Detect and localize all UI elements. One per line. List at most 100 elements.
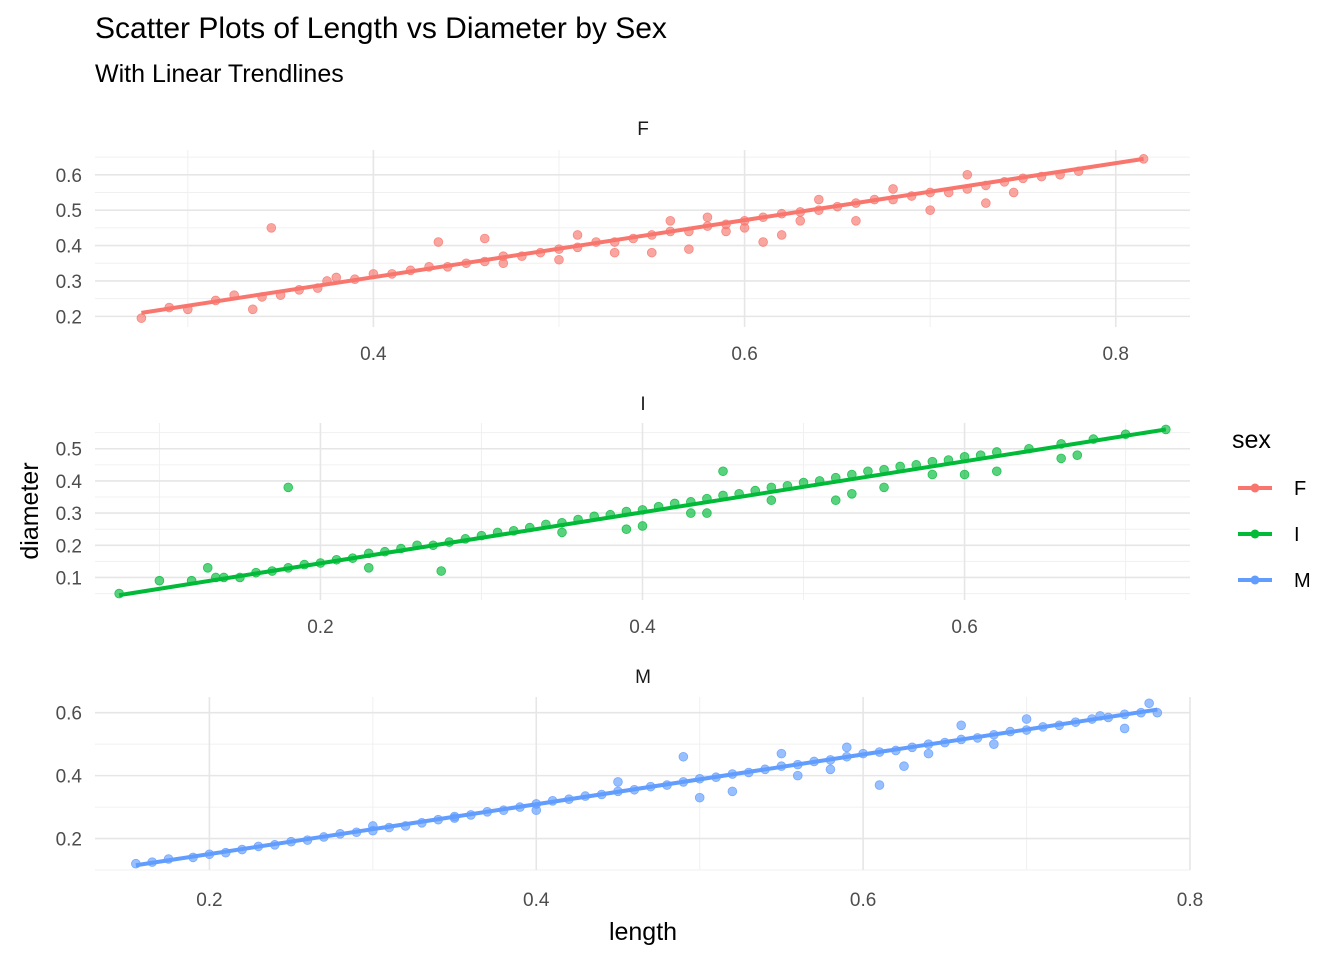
facet-panel-F: 0.4 0.6 0.8 0.2 0.3 0.4 0.5 0.6 F bbox=[56, 119, 1190, 365]
legend-label: F bbox=[1294, 478, 1306, 500]
data-point bbox=[531, 805, 542, 816]
y-tick-label: 0.5 bbox=[56, 440, 82, 461]
data-point bbox=[686, 508, 696, 518]
data-point bbox=[989, 739, 999, 749]
data-point bbox=[678, 751, 689, 762]
facet-panels: 0.4 0.6 0.80.20.30.40.50.6F0.2 0.4 0.60.10.2… bbox=[56, 119, 1204, 911]
data-point bbox=[758, 237, 768, 247]
data-point bbox=[554, 254, 564, 265]
data-point bbox=[498, 258, 509, 269]
data-point bbox=[739, 223, 750, 233]
trend-line bbox=[141, 156, 1144, 315]
data-point bbox=[766, 495, 777, 506]
x-tick-label: 0.4 bbox=[629, 617, 656, 638]
data-point bbox=[283, 482, 294, 493]
y-tick-label: 0.3 bbox=[56, 272, 82, 293]
data-point bbox=[830, 495, 841, 506]
x-tick-label: 0.6 bbox=[731, 344, 757, 365]
data-point bbox=[247, 304, 258, 315]
x-tick-label: 0.6 bbox=[951, 617, 977, 638]
x-tick-label: 0.2 bbox=[307, 617, 333, 638]
legend-item-M: M bbox=[1238, 570, 1311, 592]
data-point bbox=[1119, 723, 1130, 734]
x-axis-title: length bbox=[609, 918, 677, 946]
trend-line bbox=[135, 707, 1158, 868]
x-tick-label: 0.6 bbox=[850, 890, 876, 911]
y-tick-label: 0.4 bbox=[56, 767, 83, 788]
legend-key-point bbox=[1250, 575, 1260, 585]
x-tick-label: 0.4 bbox=[523, 890, 550, 911]
data-point bbox=[557, 527, 567, 538]
data-point bbox=[721, 226, 731, 237]
data-point bbox=[136, 313, 147, 323]
y-tick-label: 0.2 bbox=[56, 307, 82, 328]
data-point bbox=[1056, 453, 1066, 464]
data-point bbox=[572, 230, 583, 240]
data-point bbox=[841, 742, 852, 753]
x-tick-label: 0.2 bbox=[196, 890, 222, 911]
y-tick-label: 0.6 bbox=[56, 704, 82, 725]
y-tick-label: 0.3 bbox=[56, 504, 82, 525]
legend: sex F I M bbox=[1232, 426, 1311, 592]
data-point bbox=[899, 761, 909, 771]
data-point bbox=[874, 780, 885, 790]
data-point bbox=[646, 247, 657, 258]
data-point bbox=[795, 216, 806, 226]
trend-line bbox=[118, 427, 1167, 598]
data-point bbox=[959, 469, 970, 480]
data-point bbox=[727, 786, 738, 797]
x-tick-label: 0.8 bbox=[1103, 344, 1129, 365]
data-point bbox=[776, 230, 787, 240]
data-point bbox=[825, 764, 836, 775]
data-point bbox=[1008, 187, 1019, 198]
data-point bbox=[665, 216, 676, 226]
data-point bbox=[991, 466, 1002, 477]
data-point bbox=[718, 466, 728, 477]
chart-subtitle: With Linear Trendlines bbox=[95, 60, 344, 88]
data-point bbox=[363, 563, 374, 573]
data-point bbox=[433, 237, 444, 247]
y-axis-title: diameter bbox=[16, 462, 44, 559]
y-tick-label: 0.6 bbox=[56, 166, 82, 187]
data-point bbox=[851, 216, 861, 226]
data-point bbox=[702, 508, 712, 518]
facet-panel-I: 0.2 0.4 0.6 0.1 0.2 0.3 0.4 0.5 I bbox=[56, 394, 1190, 638]
legend-key-point bbox=[1250, 483, 1260, 493]
y-tick-label: 0.1 bbox=[56, 568, 82, 589]
legend-title: sex bbox=[1232, 426, 1271, 454]
data-point bbox=[694, 792, 705, 803]
data-point bbox=[479, 233, 490, 244]
data-point bbox=[154, 575, 165, 586]
legend-item-I: I bbox=[1238, 524, 1300, 546]
data-point bbox=[1021, 714, 1032, 724]
data-point bbox=[702, 212, 713, 223]
data-point bbox=[202, 563, 213, 573]
data-point bbox=[927, 469, 938, 480]
data-point bbox=[792, 770, 803, 781]
legend-label: I bbox=[1294, 524, 1300, 546]
data-point bbox=[925, 205, 935, 215]
data-point bbox=[962, 169, 973, 180]
x-tick-label: 0.8 bbox=[1177, 890, 1203, 911]
y-tick-label: 0.4 bbox=[56, 472, 83, 493]
y-tick-label: 0.2 bbox=[56, 536, 82, 557]
data-point bbox=[609, 247, 620, 258]
legend-label: M bbox=[1294, 570, 1311, 592]
data-point bbox=[923, 748, 934, 759]
facet-strip-label: M bbox=[635, 667, 651, 688]
y-tick-label: 0.2 bbox=[56, 830, 82, 851]
y-tick-label: 0.4 bbox=[56, 237, 83, 258]
data-point bbox=[776, 748, 787, 759]
data-point bbox=[613, 777, 623, 787]
chart-title: Scatter Plots of Length vs Diameter by S… bbox=[95, 12, 667, 45]
data-point bbox=[1144, 698, 1154, 709]
legend-key-point bbox=[1250, 529, 1260, 539]
y-tick-label: 0.5 bbox=[56, 201, 82, 222]
data-point bbox=[621, 524, 632, 534]
data-point bbox=[637, 521, 648, 531]
data-point bbox=[814, 194, 824, 205]
facet-panel-M: 0.2 0.4 0.6 0.8 0.2 0.4 0.6 M bbox=[56, 667, 1204, 911]
data-point bbox=[879, 482, 889, 493]
x-tick-label: 0.4 bbox=[360, 344, 387, 365]
